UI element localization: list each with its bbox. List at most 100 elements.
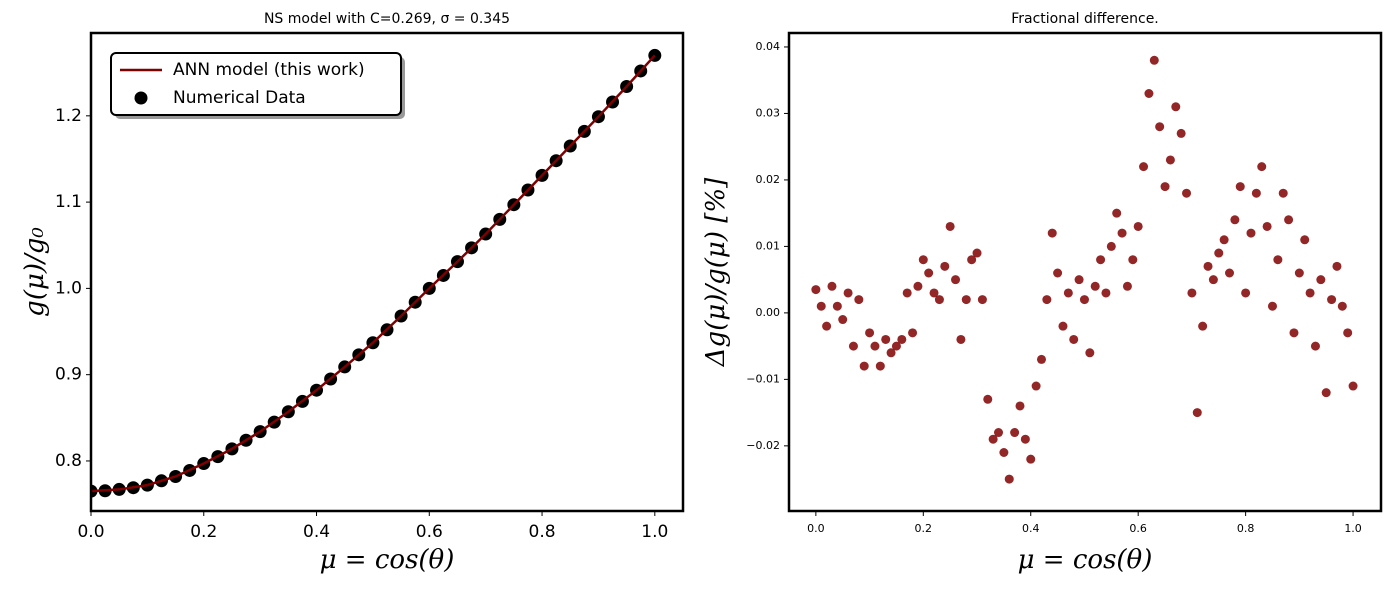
marks (91, 48, 662, 498)
data-point (1208, 275, 1218, 285)
x-tick-label: 0.0 (77, 522, 104, 542)
data-point (1128, 255, 1138, 265)
x-tick-label: 0.8 (529, 522, 556, 542)
data-point (1316, 275, 1326, 285)
data-point (1262, 221, 1272, 231)
data-point (994, 428, 1004, 438)
data-point (1257, 162, 1267, 172)
y-tick-label: −0.02 (746, 439, 780, 452)
y-tick-label: −0.01 (746, 372, 780, 385)
data-point (1235, 182, 1245, 192)
data-point (838, 315, 848, 325)
data-point (1171, 102, 1181, 112)
data-point (1289, 328, 1299, 338)
y-axis-label: g(μ)/g₀ (20, 227, 50, 317)
data-point (897, 334, 907, 344)
data-point (1149, 55, 1159, 65)
data-point (1074, 275, 1084, 285)
data-point (1343, 328, 1353, 338)
data-point (1219, 235, 1229, 245)
data-point (1310, 341, 1320, 351)
data-point (918, 255, 928, 265)
x-tick-label: 0.8 (1237, 522, 1255, 535)
data-point (1321, 388, 1331, 398)
data-point (1246, 228, 1256, 238)
x-tick-label: 0.2 (190, 522, 217, 542)
data-point (886, 348, 896, 358)
data-point (1165, 155, 1175, 165)
data-point (1004, 474, 1014, 484)
data-point (1047, 228, 1057, 238)
data-point (1198, 321, 1208, 331)
data-point (1251, 188, 1261, 198)
data-point (1069, 334, 1079, 344)
data-point (1284, 215, 1294, 225)
x-axis-label: μ = cos(θ) (320, 545, 455, 575)
data-point (1176, 128, 1186, 138)
data-point (1241, 288, 1251, 298)
data-point (1036, 354, 1046, 364)
legend-label: Numerical Data (173, 88, 306, 108)
data-point (929, 288, 939, 298)
y-tick-label: 0.04 (756, 40, 781, 53)
data-point (891, 341, 901, 351)
data-point (1122, 281, 1132, 291)
data-point (1063, 288, 1073, 298)
data-point (1085, 348, 1095, 358)
x-tick-label: 1.0 (641, 522, 668, 542)
data-point (1106, 241, 1116, 251)
data-point (1273, 255, 1283, 265)
data-point (908, 328, 918, 338)
x-tick-label: 0.2 (915, 522, 933, 535)
x-tick-label: 0.6 (1129, 522, 1147, 535)
data-point (1267, 301, 1277, 311)
data-point (875, 361, 885, 371)
data-point (1031, 381, 1041, 391)
x-tick-label: 1.0 (1344, 522, 1362, 535)
data-point (1300, 235, 1310, 245)
data-point (1117, 228, 1127, 238)
data-point (1042, 295, 1052, 305)
y-tick-label: 0.9 (55, 365, 82, 385)
data-point (1096, 255, 1106, 265)
data-point (934, 295, 944, 305)
data-point (1187, 288, 1197, 298)
data-point (1155, 122, 1165, 132)
x-tick-label: 0.4 (1022, 522, 1040, 535)
legend-marker (134, 91, 148, 105)
data-point (977, 295, 987, 305)
data-point (999, 447, 1009, 457)
data-point (1192, 408, 1202, 418)
data-point (843, 288, 853, 298)
data-point (832, 301, 842, 311)
x-tick-label: 0.4 (303, 522, 330, 542)
data-point (816, 301, 826, 311)
data-point (1230, 215, 1240, 225)
data-point (1010, 428, 1020, 438)
data-point (1305, 288, 1315, 298)
y-tick-label: 0.01 (756, 239, 781, 252)
y-tick-label: 0.00 (756, 306, 781, 319)
data-point (1294, 268, 1304, 278)
data-point (1214, 248, 1224, 258)
data-point (1144, 88, 1154, 98)
data-point (822, 321, 832, 331)
y-tick-label: 1.2 (55, 106, 82, 126)
data-point (1112, 208, 1122, 218)
x-tick-label: 0.6 (416, 522, 443, 542)
data-point (881, 334, 891, 344)
chart-title: NS model with C=0.269, σ = 0.345 (264, 11, 510, 27)
data-point (1203, 261, 1213, 271)
data-point (1133, 221, 1143, 231)
data-point (848, 341, 858, 351)
data-point (951, 275, 961, 285)
data-point (1182, 188, 1192, 198)
data-point (956, 334, 966, 344)
data-point (1101, 288, 1111, 298)
data-point (1337, 301, 1347, 311)
data-point (1278, 188, 1288, 198)
data-point (940, 261, 950, 271)
data-point (811, 285, 821, 295)
data-point (870, 341, 880, 351)
data-point (1160, 182, 1170, 192)
